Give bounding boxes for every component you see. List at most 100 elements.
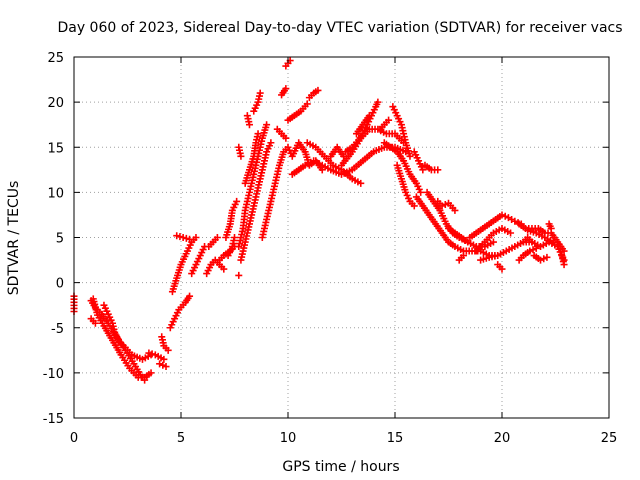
x-tick-label: 25 xyxy=(601,431,618,446)
data-point xyxy=(303,100,311,108)
data-track xyxy=(524,226,557,246)
x-tick-label: 15 xyxy=(387,431,404,446)
data-track xyxy=(89,295,155,381)
data-track xyxy=(145,349,168,363)
data-point xyxy=(498,211,506,219)
data-track xyxy=(288,143,410,178)
y-axis-label: SDTVAR / TECUs xyxy=(6,181,22,296)
y-tick-label: -15 xyxy=(43,412,64,427)
data-track xyxy=(455,252,467,264)
data-track xyxy=(243,112,253,129)
data-track xyxy=(472,224,515,255)
data-track xyxy=(158,333,172,354)
data-track xyxy=(273,125,290,142)
data-point xyxy=(233,197,241,205)
data-point xyxy=(176,233,184,241)
x-axis-label: GPS time / hours xyxy=(282,459,399,475)
data-point xyxy=(532,244,540,252)
data-track xyxy=(222,197,241,241)
data-track xyxy=(434,197,459,214)
data-track xyxy=(393,161,418,210)
data-point xyxy=(459,252,467,260)
chart-title: Day 060 of 2023, Sidereal Day-to-day VTE… xyxy=(57,20,622,36)
data-track xyxy=(168,234,200,296)
data-point xyxy=(173,232,181,240)
data-track xyxy=(87,315,99,327)
data-point xyxy=(464,238,472,246)
data-point xyxy=(164,346,172,354)
data-track xyxy=(166,292,194,332)
data-track xyxy=(380,139,425,196)
data-point xyxy=(237,152,245,160)
data-point xyxy=(147,369,155,377)
data-point xyxy=(434,166,442,174)
data-track xyxy=(284,100,311,124)
data-track xyxy=(305,86,322,102)
data-point xyxy=(256,89,264,97)
x-tick-label: 5 xyxy=(177,431,185,446)
data-point xyxy=(507,229,515,237)
data-point xyxy=(91,319,99,327)
data-point xyxy=(501,212,509,220)
data-point xyxy=(438,202,446,210)
data-point xyxy=(159,361,167,369)
data-point xyxy=(213,234,221,241)
data-track xyxy=(224,234,238,260)
axis-ticks: 0 5 10 15 20 25 -15 -10 -5 0 5 10 15 20 25 xyxy=(43,51,618,446)
data-track xyxy=(237,139,275,264)
data-track xyxy=(389,103,414,160)
data-point xyxy=(560,247,568,255)
data-point xyxy=(540,255,548,263)
data-track xyxy=(235,271,243,279)
data-track xyxy=(156,360,170,371)
data-point xyxy=(365,112,373,120)
data-point xyxy=(374,98,382,106)
data-point xyxy=(192,234,200,241)
data-point xyxy=(282,85,290,93)
data-track xyxy=(258,139,326,241)
data-point xyxy=(282,134,290,142)
y-tick-label: -10 xyxy=(43,367,64,382)
data-track xyxy=(241,130,262,187)
data-points xyxy=(70,57,568,384)
data-point xyxy=(235,271,243,279)
x-tick-label: 0 xyxy=(70,431,78,446)
data-point xyxy=(156,360,164,368)
data-point xyxy=(186,235,194,243)
data-track xyxy=(352,112,373,138)
data-point xyxy=(162,363,170,371)
data-track xyxy=(558,252,568,269)
data-point xyxy=(231,234,238,241)
data-track xyxy=(278,85,290,99)
data-track xyxy=(445,224,472,246)
data-point xyxy=(537,256,545,264)
data-point xyxy=(245,121,253,129)
data-point xyxy=(511,217,519,225)
data-point xyxy=(160,355,168,363)
data-track xyxy=(303,139,365,187)
data-point xyxy=(406,152,414,160)
data-track xyxy=(530,252,551,264)
data-point xyxy=(528,238,536,246)
data-point xyxy=(145,349,153,357)
data-point xyxy=(263,121,271,129)
data-track xyxy=(410,148,427,174)
x-tick-label: 10 xyxy=(280,431,297,446)
y-tick-label: 0 xyxy=(56,277,64,292)
data-point xyxy=(179,234,187,241)
data-point xyxy=(182,234,190,242)
data-point xyxy=(526,247,534,255)
data-track xyxy=(515,220,568,255)
data-point xyxy=(385,116,393,124)
data-track xyxy=(376,116,393,133)
data-track xyxy=(173,232,194,243)
data-track xyxy=(421,161,442,174)
data-track xyxy=(203,256,228,278)
data-point xyxy=(498,265,506,273)
data-point xyxy=(410,202,418,210)
data-point xyxy=(148,350,156,358)
data-point xyxy=(547,224,555,232)
data-point xyxy=(451,206,459,214)
data-point xyxy=(417,188,425,196)
data-point xyxy=(529,246,537,254)
